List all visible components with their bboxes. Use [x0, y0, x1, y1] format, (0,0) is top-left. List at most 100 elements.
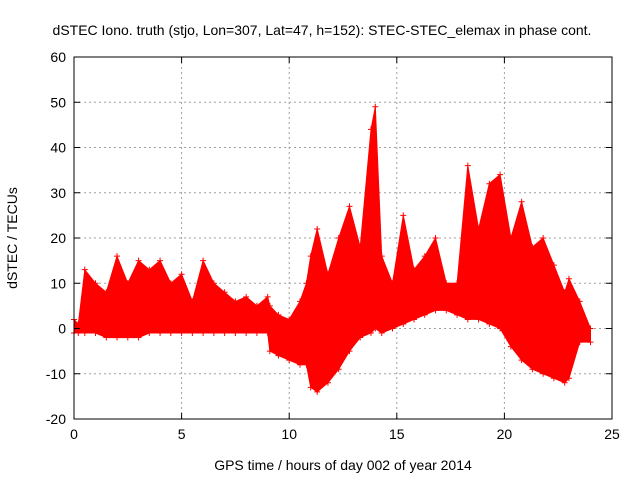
data-point [157, 330, 164, 337]
data-point [561, 379, 568, 386]
data-point [497, 325, 504, 332]
data-point [266, 348, 273, 355]
data-point [200, 257, 207, 264]
data-point [587, 339, 594, 346]
data-point [210, 280, 217, 287]
data-point [307, 253, 314, 260]
data-point [475, 225, 482, 232]
data-point [114, 253, 121, 260]
data-point [367, 330, 374, 337]
data-point [314, 225, 321, 232]
x-tick-label: 25 [604, 426, 620, 442]
data-point [296, 361, 303, 368]
data-point [307, 384, 314, 391]
data-point [486, 180, 493, 187]
data-point [432, 307, 439, 314]
data-point [75, 320, 82, 327]
data-point [75, 330, 82, 337]
y-tick-label: 0 [58, 321, 66, 337]
x-tick-label: 5 [178, 426, 186, 442]
data-point [454, 311, 461, 318]
data-point [221, 289, 228, 296]
data-point [275, 311, 282, 318]
data-point [232, 298, 239, 305]
data-point [411, 316, 418, 323]
data-point [587, 325, 594, 332]
x-tick-label: 0 [70, 426, 78, 442]
data-point [92, 330, 99, 337]
data-point [253, 330, 260, 337]
data-point [146, 330, 153, 337]
data-point [124, 334, 131, 341]
data-point [189, 330, 196, 337]
x-axis-label: GPS time / hours of day 002 of year 2014 [214, 457, 472, 473]
data-point [335, 366, 342, 373]
data-point [411, 266, 418, 273]
data-point [264, 293, 271, 300]
data-point [497, 171, 504, 178]
axis-ticks: -20 -10 0 10 20 30 40 50 60 0 5 10 15 20 25 [46, 49, 620, 442]
data-point [507, 343, 514, 350]
data-point [464, 316, 471, 323]
data-point [443, 280, 450, 287]
data-point [178, 271, 185, 278]
data-point [103, 289, 110, 296]
data-point [550, 262, 557, 269]
data-point [81, 330, 88, 337]
y-tick-label: -20 [46, 411, 66, 427]
y-tick-label: 60 [50, 49, 66, 65]
data-point [146, 266, 153, 273]
data-point [189, 298, 196, 305]
data-point [550, 375, 557, 382]
data-point [266, 302, 273, 309]
data-point [200, 330, 207, 337]
y-axis-label: dSTEC / TECUs [4, 187, 20, 289]
data-point [518, 198, 525, 205]
data-point [486, 320, 493, 327]
data-point [232, 330, 239, 337]
data-point [576, 339, 583, 346]
data-point [372, 103, 379, 110]
data-point [210, 330, 217, 337]
x-tick-label: 15 [389, 426, 405, 442]
data-point [561, 289, 568, 296]
data-point [389, 325, 396, 332]
data-point [286, 357, 293, 364]
data-point [464, 162, 471, 169]
y-tick-label: 50 [50, 94, 66, 110]
y-tick-label: -10 [46, 366, 66, 382]
chart-title: dSTEC Iono. truth (stjo, Lon=307, Lat=47… [53, 22, 592, 38]
data-point [253, 302, 260, 309]
data-point [296, 298, 303, 305]
data-point [518, 357, 525, 364]
data-point [264, 330, 271, 337]
data-series [71, 103, 594, 395]
data-point [275, 352, 282, 359]
data-point [357, 244, 364, 251]
data-point [357, 334, 364, 341]
data-point [400, 320, 407, 327]
data-point [135, 257, 142, 264]
data-point [540, 235, 547, 241]
data-point [378, 330, 385, 337]
data-point [286, 316, 293, 323]
data-point [221, 330, 228, 337]
data-point [103, 334, 110, 341]
data-point [243, 293, 250, 300]
data-point [81, 266, 88, 273]
data-point [346, 348, 353, 355]
data-point [432, 235, 439, 241]
data-point [400, 212, 407, 219]
series-envelope [73, 106, 591, 393]
data-point [124, 280, 131, 287]
data-point [157, 257, 164, 264]
data-point [178, 330, 185, 337]
data-point [335, 235, 342, 241]
data-point [167, 330, 174, 337]
y-tick-label: 10 [50, 275, 66, 291]
data-point [346, 203, 353, 210]
data-point [421, 253, 428, 260]
data-point [443, 307, 450, 314]
data-point [565, 375, 572, 382]
